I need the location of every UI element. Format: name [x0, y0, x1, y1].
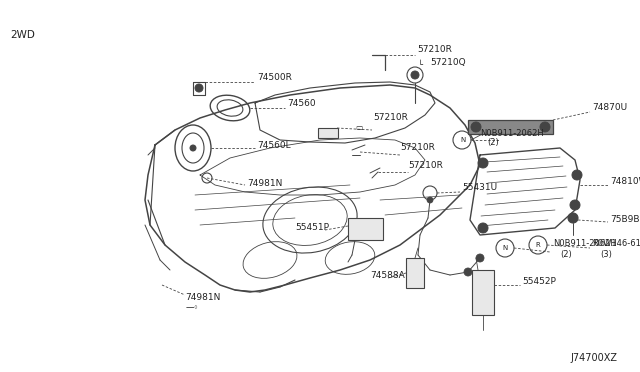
Text: 57210R: 57210R: [408, 160, 443, 170]
Text: J74700XZ: J74700XZ: [570, 353, 617, 363]
Text: R: R: [536, 242, 540, 248]
Text: └: └: [418, 61, 423, 70]
Circle shape: [540, 122, 550, 132]
Circle shape: [190, 145, 196, 151]
Bar: [348, 218, 383, 240]
Text: N: N: [460, 137, 466, 143]
Circle shape: [427, 197, 433, 203]
Text: 74981N: 74981N: [185, 294, 220, 302]
Bar: [468, 120, 553, 134]
Circle shape: [411, 71, 419, 79]
Text: N0B911-2062H: N0B911-2062H: [553, 240, 617, 248]
Text: N: N: [502, 245, 508, 251]
Text: 57210R: 57210R: [417, 45, 452, 55]
Text: 75B9BE: 75B9BE: [610, 215, 640, 224]
Text: (2): (2): [560, 250, 572, 259]
Bar: [318, 128, 338, 138]
Circle shape: [568, 213, 578, 223]
Text: 55451P: 55451P: [295, 224, 329, 232]
Circle shape: [471, 122, 481, 132]
Text: 74500R: 74500R: [257, 74, 292, 83]
Text: 55431U: 55431U: [462, 183, 497, 192]
Text: 74560: 74560: [287, 99, 316, 109]
Text: N0B911-2062H: N0B911-2062H: [480, 128, 544, 138]
Text: 57210Q: 57210Q: [430, 58, 466, 67]
Text: (3): (3): [600, 250, 612, 259]
Text: 55452P: 55452P: [522, 278, 556, 286]
Text: (2): (2): [487, 138, 499, 148]
Text: 57210R: 57210R: [400, 144, 435, 153]
Bar: [406, 258, 424, 288]
Circle shape: [478, 223, 488, 233]
Text: 74560L: 74560L: [257, 141, 291, 150]
Circle shape: [195, 84, 203, 92]
Bar: [472, 270, 494, 315]
Circle shape: [478, 158, 488, 168]
Circle shape: [572, 170, 582, 180]
Circle shape: [570, 200, 580, 210]
Text: ▭: ▭: [355, 124, 362, 132]
Text: 74981N: 74981N: [247, 179, 282, 187]
Text: 74870U: 74870U: [592, 103, 627, 112]
Text: 57210R: 57210R: [373, 113, 408, 122]
Text: —◦: —◦: [186, 304, 200, 312]
Text: 74810W: 74810W: [610, 177, 640, 186]
Circle shape: [476, 254, 484, 262]
Circle shape: [464, 268, 472, 276]
Text: 2WD: 2WD: [10, 30, 35, 40]
Text: R0W146-6122H: R0W146-6122H: [592, 240, 640, 248]
Text: 74588A: 74588A: [370, 272, 404, 280]
